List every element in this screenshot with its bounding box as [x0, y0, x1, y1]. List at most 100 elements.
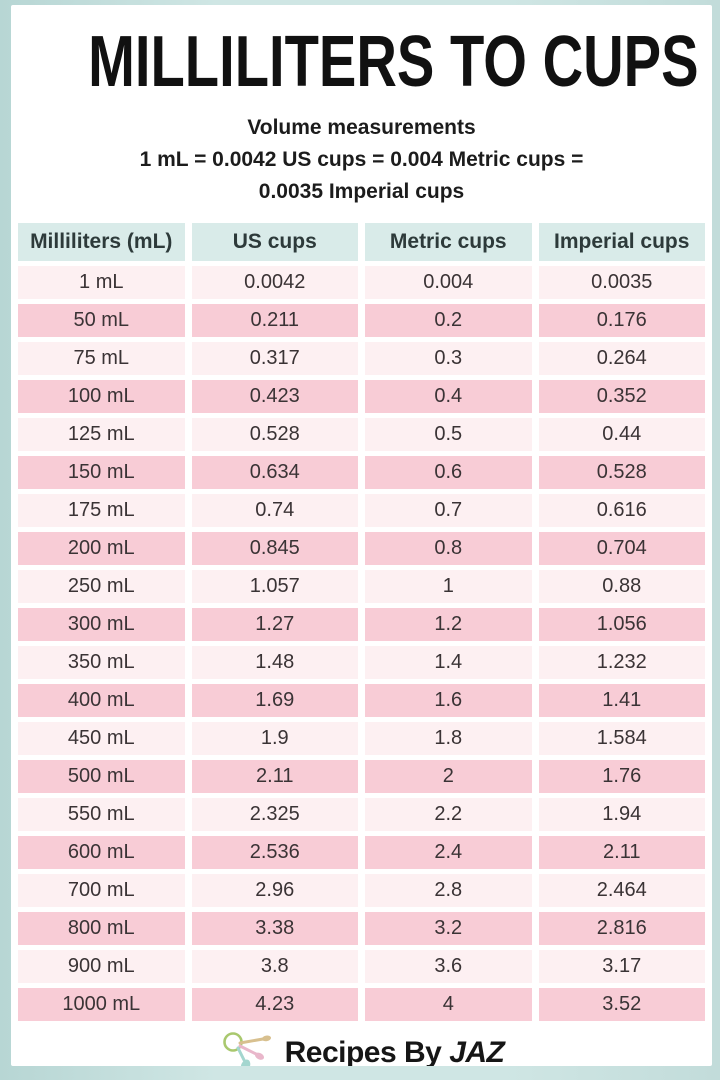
imperial-cups-cell: 2.464: [538, 873, 705, 907]
imperial-cups-cell: 3.17: [538, 949, 705, 983]
metric-cups-cell: 0.4: [365, 379, 532, 413]
imperial-cups-cell: 0.528: [538, 455, 705, 489]
imperial-cups-cell: 3.52: [538, 987, 705, 1021]
us-cups-cell: 3.8: [191, 949, 358, 983]
imperial-cups-cell: 0.704: [538, 531, 705, 565]
conversion-table: Milliliters (mL) US cups Metric cups Imp…: [11, 218, 712, 1026]
ml-cell: 175 mL: [18, 493, 185, 527]
metric-cups-cell: 1: [365, 569, 532, 603]
metric-cups-cell: 0.8: [365, 531, 532, 565]
us-cups-cell: 0.423: [191, 379, 358, 413]
header-row: Milliliters (mL) US cups Metric cups Imp…: [18, 222, 705, 261]
us-cups-cell: 1.27: [191, 607, 358, 641]
table-row: 550 mL 2.325 2.2 1.94: [18, 797, 705, 831]
imperial-cups-cell: 1.584: [538, 721, 705, 755]
us-cups-cell: 1.69: [191, 683, 358, 717]
metric-cups-cell: 3.2: [365, 911, 532, 945]
brand-suffix: JAZ: [449, 1035, 505, 1066]
ml-cell: 125 mL: [18, 417, 185, 451]
ml-cell: 100 mL: [18, 379, 185, 413]
table-row: 150 mL 0.634 0.6 0.528: [18, 455, 705, 489]
measuring-spoons-icon: [222, 1031, 271, 1066]
metric-cups-cell: 4: [365, 987, 532, 1021]
imperial-cups-cell: 0.176: [538, 303, 705, 337]
table-row: 75 mL 0.317 0.3 0.264: [18, 341, 705, 375]
ml-cell: 450 mL: [18, 721, 185, 755]
imperial-cups-cell: 0.352: [538, 379, 705, 413]
table-row: 50 mL 0.211 0.2 0.176: [18, 303, 705, 337]
us-cups-cell: 4.23: [191, 987, 358, 1021]
table-row: 175 mL 0.74 0.7 0.616: [18, 493, 705, 527]
imperial-cups-cell: 0.44: [538, 417, 705, 451]
table-row: 500 mL 2.11 2 1.76: [18, 759, 705, 793]
page-title: MILLILITERS TO CUPS: [88, 22, 699, 102]
content-card: MILLILITERS TO CUPS Volume measurements …: [11, 5, 712, 1066]
table-row: 800 mL 3.38 3.2 2.816: [18, 911, 705, 945]
table-row: 1 mL 0.0042 0.004 0.0035: [18, 265, 705, 299]
table-row: 450 mL 1.9 1.8 1.584: [18, 721, 705, 755]
imperial-cups-cell: 0.0035: [538, 265, 705, 299]
metric-cups-cell: 0.5: [365, 417, 532, 451]
brand-prefix: Recipes By: [284, 1035, 450, 1066]
us-cups-cell: 0.528: [191, 417, 358, 451]
ml-cell: 900 mL: [18, 949, 185, 983]
us-cups-cell: 0.211: [191, 303, 358, 337]
us-cups-cell: 2.536: [191, 835, 358, 869]
column-header-metric-cups: Metric cups: [365, 222, 532, 261]
subtitle-line-2: 1 mL = 0.0042 US cups = 0.004 Metric cup…: [139, 147, 584, 171]
metric-cups-cell: 2.8: [365, 873, 532, 907]
imperial-cups-cell: 1.41: [538, 683, 705, 717]
metric-cups-cell: 0.2: [365, 303, 532, 337]
ml-cell: 550 mL: [18, 797, 185, 831]
brand-text: Recipes By JAZ: [285, 1036, 505, 1066]
subtitle-line-1: Volume measurements: [247, 115, 476, 139]
ml-cell: 200 mL: [18, 531, 185, 565]
ml-cell: 800 mL: [18, 911, 185, 945]
ml-cell: 50 mL: [18, 303, 185, 337]
imperial-cups-cell: 1.76: [538, 759, 705, 793]
us-cups-cell: 0.74: [191, 493, 358, 527]
table-row: 250 mL 1.057 1 0.88: [18, 569, 705, 603]
metric-cups-cell: 0.3: [365, 341, 532, 375]
table-row: 1000 mL 4.23 4 3.52: [18, 987, 705, 1021]
imperial-cups-cell: 0.616: [538, 493, 705, 527]
metric-cups-cell: 0.7: [365, 493, 532, 527]
us-cups-cell: 0.0042: [191, 265, 358, 299]
imperial-cups-cell: 1.056: [538, 607, 705, 641]
table-row: 350 mL 1.48 1.4 1.232: [18, 645, 705, 679]
table-row: 125 mL 0.528 0.5 0.44: [18, 417, 705, 451]
ml-cell: 250 mL: [18, 569, 185, 603]
conversion-table-body: 1 mL 0.0042 0.004 0.0035 50 mL 0.211 0.2 0.176 7…: [18, 265, 705, 1021]
subtitle-block: Volume measurements 1 mL = 0.0042 US cup…: [11, 112, 712, 208]
table-row: 900 mL 3.8 3.6 3.17: [18, 949, 705, 983]
footer-brand: Recipes By JAZ: [11, 1030, 712, 1066]
us-cups-cell: 2.96: [191, 873, 358, 907]
us-cups-cell: 0.845: [191, 531, 358, 565]
table-row: 700 mL 2.96 2.8 2.464: [18, 873, 705, 907]
table-row: 100 mL 0.423 0.4 0.352: [18, 379, 705, 413]
metric-cups-cell: 1.6: [365, 683, 532, 717]
ml-cell: 600 mL: [18, 835, 185, 869]
us-cups-cell: 3.38: [191, 911, 358, 945]
table-row: 600 mL 2.536 2.4 2.11: [18, 835, 705, 869]
metric-cups-cell: 1.2: [365, 607, 532, 641]
us-cups-cell: 1.48: [191, 645, 358, 679]
conversion-table-head: Milliliters (mL) US cups Metric cups Imp…: [18, 222, 705, 261]
column-header-imperial-cups: Imperial cups: [538, 222, 705, 261]
imperial-cups-cell: 2.816: [538, 911, 705, 945]
us-cups-cell: 0.634: [191, 455, 358, 489]
ml-cell: 300 mL: [18, 607, 185, 641]
ml-cell: 1000 mL: [18, 987, 185, 1021]
table-row: 400 mL 1.69 1.6 1.41: [18, 683, 705, 717]
metric-cups-cell: 1.8: [365, 721, 532, 755]
metric-cups-cell: 2.2: [365, 797, 532, 831]
imperial-cups-cell: 0.88: [538, 569, 705, 603]
metric-cups-cell: 3.6: [365, 949, 532, 983]
column-header-us-cups: US cups: [191, 222, 358, 261]
metric-cups-cell: 1.4: [365, 645, 532, 679]
ml-cell: 150 mL: [18, 455, 185, 489]
column-header-milliliters: Milliliters (mL): [18, 222, 185, 261]
us-cups-cell: 2.11: [191, 759, 358, 793]
metric-cups-cell: 0.6: [365, 455, 532, 489]
us-cups-cell: 1.057: [191, 569, 358, 603]
